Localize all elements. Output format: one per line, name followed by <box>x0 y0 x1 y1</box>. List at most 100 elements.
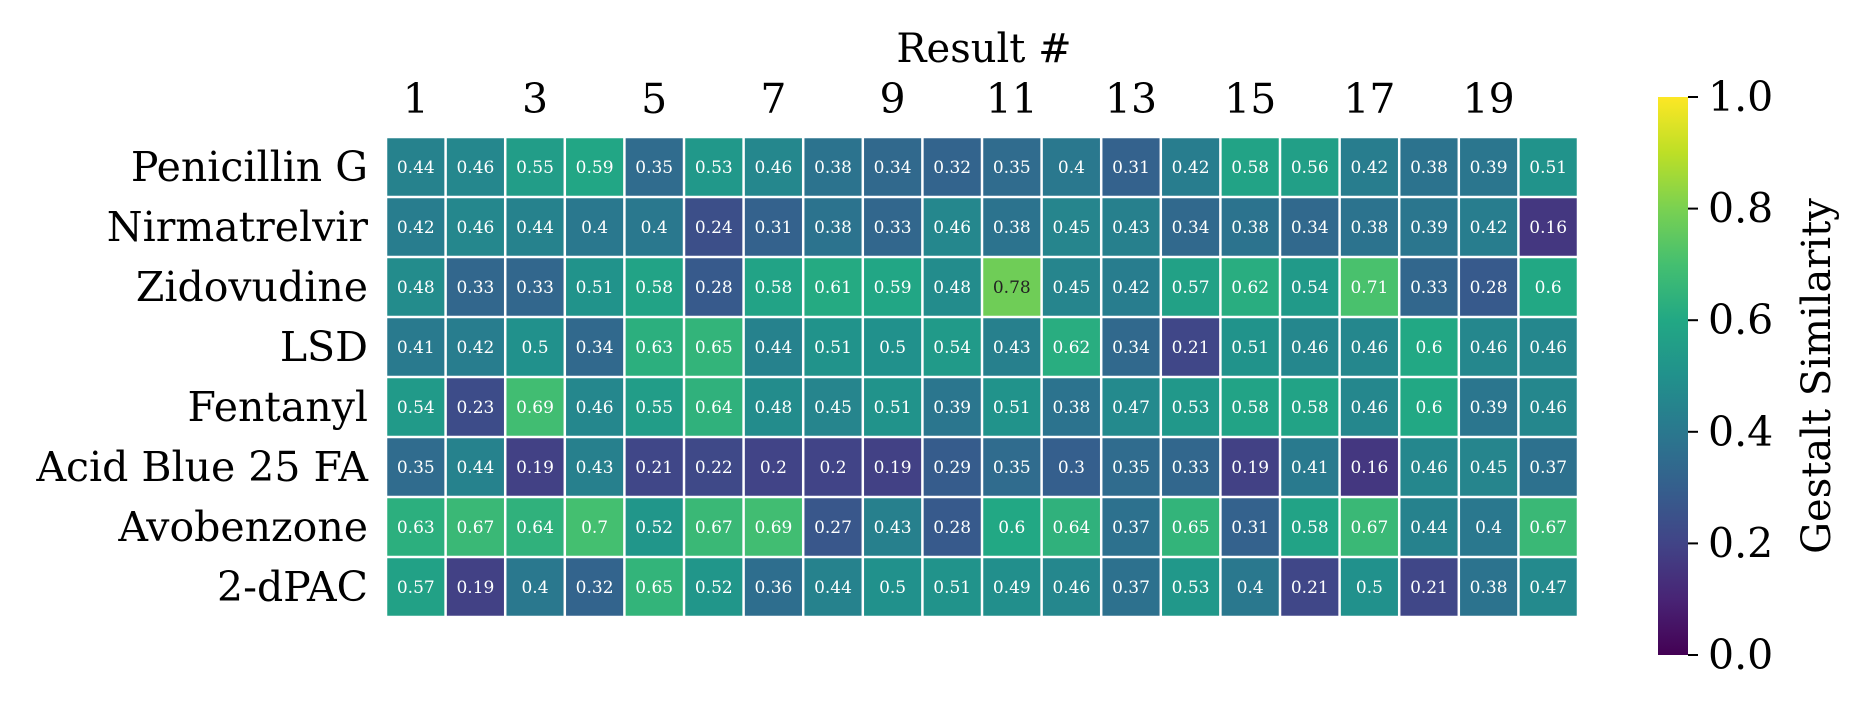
heatmap-cell <box>804 138 862 196</box>
cell-value-label: 0.4 <box>581 218 608 238</box>
cell-value-label: 0.54 <box>933 338 971 358</box>
heatmap-cell <box>1460 258 1518 316</box>
cell-value-label: 0.56 <box>1291 158 1329 178</box>
cell-value-label: 0.19 <box>516 458 554 478</box>
heatmap-cell <box>387 198 445 256</box>
heatmap-cell <box>1460 378 1518 436</box>
colorbar-tick-label: 1.0 <box>1708 73 1773 121</box>
heatmap-cell <box>1162 258 1220 316</box>
cell-value-label: 0.46 <box>933 218 971 238</box>
row-label: Nirmatrelvir <box>107 203 369 251</box>
heatmap-cell <box>744 198 802 256</box>
heatmap-cell <box>804 258 862 316</box>
cell-value-label: 0.35 <box>1112 458 1150 478</box>
cell-value-label: 0.42 <box>456 338 494 358</box>
cell-value-label: 0.46 <box>1410 458 1448 478</box>
heatmap-cell <box>1519 438 1577 496</box>
heatmap-cell <box>1042 198 1100 256</box>
cell-value-label: 0.47 <box>1529 578 1567 598</box>
cell-value-label: 0.48 <box>933 278 971 298</box>
heatmap-cell <box>387 558 445 616</box>
heatmap-cell <box>566 138 624 196</box>
cell-value-label: 0.37 <box>1529 458 1567 478</box>
heatmap-cell <box>1042 318 1100 376</box>
heatmap-cell <box>387 258 445 316</box>
cell-value-label: 0.4 <box>641 218 668 238</box>
heatmap-cell <box>804 318 862 376</box>
heatmap-cell <box>864 498 922 556</box>
x-tick-label: 7 <box>760 75 786 123</box>
cell-value-label: 0.46 <box>1470 338 1508 358</box>
cell-value-label: 0.2 <box>760 458 787 478</box>
heatmap-cell <box>1281 258 1339 316</box>
cell-value-label: 0.78 <box>993 278 1031 298</box>
cell-value-label: 0.6 <box>1415 338 1442 358</box>
cell-value-label: 0.58 <box>1231 398 1269 418</box>
heatmap-cell <box>744 558 802 616</box>
heatmap-cell <box>625 258 683 316</box>
cell-value-label: 0.44 <box>814 578 852 598</box>
cell-value-label: 0.51 <box>933 578 971 598</box>
cell-value-label: 0.58 <box>1291 398 1329 418</box>
heatmap-cell <box>1281 498 1339 556</box>
cell-value-label: 0.48 <box>754 398 792 418</box>
heatmap-cell <box>387 318 445 376</box>
cell-value-label: 0.31 <box>754 218 792 238</box>
cell-value-label: 0.57 <box>397 578 435 598</box>
heatmap-cell <box>983 438 1041 496</box>
heatmap-cell <box>1102 138 1160 196</box>
heatmap-cell <box>804 498 862 556</box>
heatmap-cell <box>1102 558 1160 616</box>
heatmap-cell <box>1162 198 1220 256</box>
x-tick-label: 15 <box>1224 75 1276 123</box>
cell-value-label: 0.19 <box>874 458 912 478</box>
cell-value-label: 0.42 <box>1172 158 1210 178</box>
heatmap-cell <box>1042 498 1100 556</box>
colorbar-ticks: 0.0 0.2 0.4 0.6 0.8 1.0 <box>1688 73 1773 679</box>
heatmap-cell <box>923 318 981 376</box>
heatmap-cell <box>1281 198 1339 256</box>
cell-value-label: 0.51 <box>814 338 852 358</box>
cell-value-label: 0.42 <box>397 218 435 238</box>
heatmap-cell <box>1460 498 1518 556</box>
cell-value-label: 0.45 <box>1470 458 1508 478</box>
row-label: Penicillin G <box>131 143 368 191</box>
heatmap-cell <box>1340 378 1398 436</box>
row-label: Fentanyl <box>188 383 368 431</box>
cell-value-label: 0.43 <box>993 338 1031 358</box>
cell-value-label: 0.58 <box>754 278 792 298</box>
cell-value-label: 0.34 <box>1112 338 1150 358</box>
heatmap-cell <box>1042 438 1100 496</box>
heatmap-cell <box>923 138 981 196</box>
cell-value-label: 0.5 <box>879 338 906 358</box>
cell-value-label: 0.38 <box>993 218 1031 238</box>
heatmap-cell <box>1102 258 1160 316</box>
cell-value-label: 0.59 <box>874 278 912 298</box>
cell-value-label: 0.43 <box>576 458 614 478</box>
cell-value-label: 0.35 <box>397 458 435 478</box>
heatmap-cell <box>446 198 504 256</box>
heatmap-cell <box>1400 198 1458 256</box>
cell-value-label: 0.46 <box>456 158 494 178</box>
heatmap-cell <box>1400 258 1458 316</box>
colorbar-label: Gestalt Similarity <box>1794 198 1840 554</box>
heatmap-cell <box>685 558 743 616</box>
cell-value-label: 0.46 <box>456 218 494 238</box>
heatmap-cell <box>1460 138 1518 196</box>
heatmap-cell <box>387 138 445 196</box>
heatmap-cell <box>446 318 504 376</box>
heatmap-cell <box>1519 138 1577 196</box>
cell-value-label: 0.52 <box>635 518 673 538</box>
heatmap-cell <box>923 558 981 616</box>
cell-value-label: 0.46 <box>1350 398 1388 418</box>
heatmap-cell <box>983 498 1041 556</box>
heatmap-cell <box>625 138 683 196</box>
heatmap-cell <box>1519 258 1577 316</box>
cell-value-label: 0.35 <box>993 158 1031 178</box>
cell-value-label: 0.46 <box>1052 578 1090 598</box>
cell-value-label: 0.33 <box>1410 278 1448 298</box>
cell-value-label: 0.27 <box>814 518 852 538</box>
cell-value-label: 0.51 <box>874 398 912 418</box>
cell-value-label: 0.71 <box>1350 278 1388 298</box>
